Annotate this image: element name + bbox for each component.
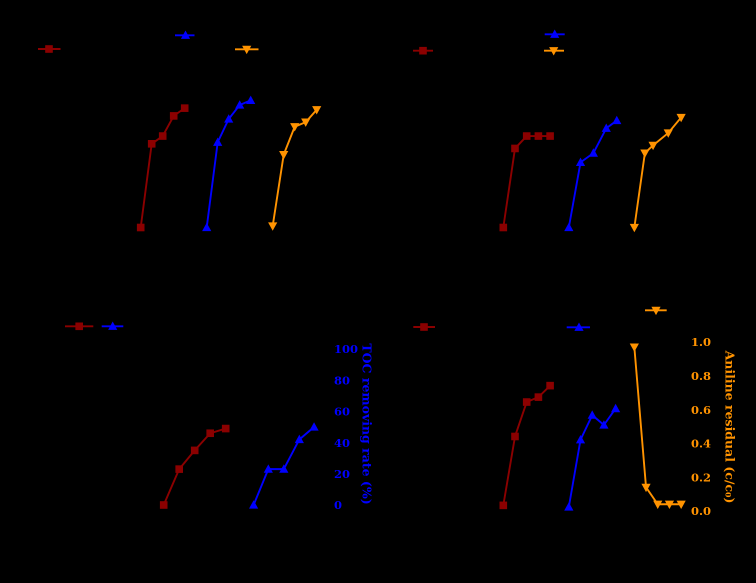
marker-triangle-down-orange-down-triangles [648, 141, 658, 151]
tick-label-bottom-right-0.0: 0.0 [691, 504, 711, 518]
tick-label-bottom-left-60: 60 [334, 405, 350, 419]
subplot-bottom-left: 100 80 60 40 20 0 [65, 321, 358, 512]
marker-square-dark-red-squares [147, 140, 156, 148]
marker-triangle-up-blue-up-triangles [599, 420, 609, 429]
marker-triangle-up-blue-up-triangles [235, 100, 245, 109]
marker-square-dark-red-squares [169, 112, 178, 120]
legend-marker-orange-down-triangles [651, 306, 661, 316]
tick-label-bottom-right-1.0: 1.0 [691, 335, 711, 349]
marker-triangle-up-blue-up-triangles [263, 464, 273, 473]
tick-label-bottom-right-0.6: 0.6 [691, 403, 711, 417]
marker-triangle-up-blue-up-triangles [294, 434, 304, 444]
legend-marker-dark-red-squares [420, 323, 428, 331]
marker-triangle-up-blue-up-triangles [309, 422, 319, 431]
marker-triangle-down-orange-down-triangles [676, 113, 686, 123]
aniline-residual-axis-title: Aniline residual (c/c₀) [722, 350, 738, 504]
series-line-dark-red-squares [502, 135, 552, 229]
marker-triangle-up-blue-up-triangles [612, 115, 622, 125]
marker-square-dark-red-squares [534, 132, 543, 140]
tick-label-bottom-left-80: 80 [334, 373, 350, 387]
series-line-blue-up-triangles [567, 119, 618, 229]
subplot-top-left [38, 30, 322, 232]
series-line-blue-up-triangles [567, 407, 617, 508]
subplot-top-right [413, 29, 686, 233]
legend-marker-dark-red-squares [75, 322, 83, 331]
series-line-orange-down-triangles [633, 346, 683, 506]
marker-triangle-up-blue-up-triangles [279, 464, 289, 473]
legend-marker-dark-red-squares [419, 46, 427, 55]
legend-marker-orange-down-triangles [549, 47, 559, 56]
marker-triangle-down-orange-down-triangles [663, 129, 673, 138]
marker-triangle-down-orange-down-triangles [290, 123, 300, 132]
marker-triangle-down-orange-down-triangles [629, 223, 639, 233]
marker-triangle-up-blue-up-triangles [601, 123, 611, 132]
marker-square-dark-red-squares [511, 432, 519, 441]
marker-triangle-up-blue-up-triangles [575, 434, 586, 444]
marker-triangle-down-orange-down-triangles [640, 149, 650, 158]
marker-square-dark-red-squares [136, 223, 145, 232]
marker-square-dark-red-squares [499, 501, 508, 510]
marker-square-dark-red-squares [499, 223, 508, 232]
marker-triangle-up-blue-up-triangles [587, 410, 597, 419]
tick-label-bottom-left-100: 100 [334, 342, 358, 356]
marker-triangle-up-blue-up-triangles [249, 500, 259, 509]
marker-square-dark-red-squares [534, 393, 543, 401]
marker-square-dark-red-squares [158, 132, 167, 140]
legend-marker-orange-down-triangles [242, 45, 252, 55]
legend-marker-dark-red-squares [45, 45, 53, 53]
marker-triangle-down-orange-down-triangles [301, 118, 311, 127]
tick-label-bottom-right-0.8: 0.8 [691, 369, 711, 383]
marker-triangle-up-blue-up-triangles [213, 137, 223, 146]
marker-square-dark-red-squares [175, 465, 183, 473]
tick-label-bottom-left-0: 0 [334, 498, 342, 512]
marker-triangle-up-blue-up-triangles [564, 222, 574, 232]
series-line-dark-red-squares [162, 427, 227, 506]
legend-marker-blue-up-triangles [574, 322, 584, 331]
marker-triangle-down-orange-down-triangles [653, 500, 663, 510]
toc-removing-rate-axis-title: TOC removing rate (%) [359, 343, 375, 505]
marker-square-dark-red-squares [190, 446, 199, 455]
subplot-bottom-right: 1.0 0.8 0.6 0.4 0.2 0.0 [413, 306, 711, 518]
marker-triangle-down-orange-down-triangles [641, 483, 651, 493]
marker-triangle-up-blue-up-triangles [202, 222, 212, 232]
legend-marker-blue-up-triangles [550, 29, 560, 38]
marker-square-dark-red-squares [511, 144, 519, 153]
marker-triangle-up-blue-up-triangles [564, 502, 574, 511]
tick-label-bottom-left-40: 40 [334, 436, 350, 450]
series-line-dark-red-squares [139, 107, 186, 229]
marker-triangle-up-blue-up-triangles [224, 114, 234, 123]
tick-label-bottom-left-20: 20 [334, 467, 350, 481]
marker-triangle-down-orange-down-triangles [629, 343, 639, 352]
marker-square-dark-red-squares [206, 429, 214, 438]
marker-square-dark-red-squares [522, 132, 531, 140]
marker-triangle-down-orange-down-triangles [676, 500, 686, 510]
marker-square-dark-red-squares [546, 132, 554, 140]
marker-triangle-down-orange-down-triangles [664, 500, 675, 510]
series-line-orange-down-triangles [633, 116, 683, 229]
marker-square-dark-red-squares [546, 381, 554, 390]
marker-triangle-down-orange-down-triangles [312, 106, 322, 115]
tick-label-bottom-right-0.2: 0.2 [691, 470, 711, 484]
marker-square-dark-red-squares [180, 104, 189, 112]
legend-marker-blue-up-triangles [108, 321, 118, 330]
marker-square-dark-red-squares [159, 501, 168, 509]
marker-square-dark-red-squares [221, 424, 230, 433]
marker-triangle-down-orange-down-triangles [268, 222, 278, 231]
marker-square-dark-red-squares [522, 398, 531, 406]
marker-triangle-up-blue-up-triangles [588, 148, 598, 157]
marker-triangle-down-orange-down-triangles [279, 151, 289, 160]
tick-label-bottom-right-0.4: 0.4 [691, 437, 711, 451]
legend-marker-blue-up-triangles [180, 30, 191, 39]
marker-triangle-up-blue-up-triangles [575, 157, 586, 166]
marker-triangle-up-blue-up-triangles [246, 95, 256, 104]
marker-triangle-up-blue-up-triangles [611, 403, 621, 413]
